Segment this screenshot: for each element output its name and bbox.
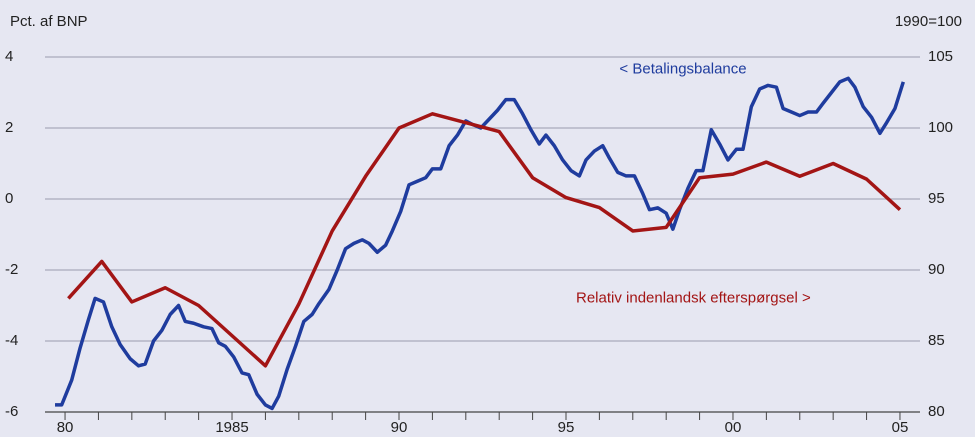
y2-tick-label: 105 xyxy=(928,48,953,65)
y2-tick-label: 85 xyxy=(928,332,945,349)
y-tick-label: -2 xyxy=(5,261,18,278)
y-tick-label: -4 xyxy=(5,332,18,349)
y-tick-label: 2 xyxy=(5,119,13,136)
y2-tick-label: 90 xyxy=(928,261,945,278)
x-tick-label: 1985 xyxy=(215,419,248,436)
y-tick-label: 0 xyxy=(5,190,13,207)
x-tick-label: 95 xyxy=(558,419,575,436)
y-axis-label: Pct. af BNP xyxy=(10,13,88,30)
y-tick-label: 4 xyxy=(5,48,13,65)
x-tick-label: 00 xyxy=(725,419,742,436)
y2-tick-label: 95 xyxy=(928,190,945,207)
y-tick-label: -6 xyxy=(5,403,18,420)
line-series xyxy=(67,112,902,368)
y2-tick-label: 100 xyxy=(928,119,953,136)
annotation: Relativ indenlandsk efterspørgsel > xyxy=(576,289,811,306)
y2-tick-label: 80 xyxy=(928,403,945,420)
x-tick-label: 90 xyxy=(391,419,408,436)
x-tick-label: 05 xyxy=(892,419,909,436)
x-tick-label: 80 xyxy=(57,419,74,436)
y2-axis-label: 1990=100 xyxy=(895,13,962,30)
annotation: < Betalingsbalance xyxy=(619,60,746,77)
